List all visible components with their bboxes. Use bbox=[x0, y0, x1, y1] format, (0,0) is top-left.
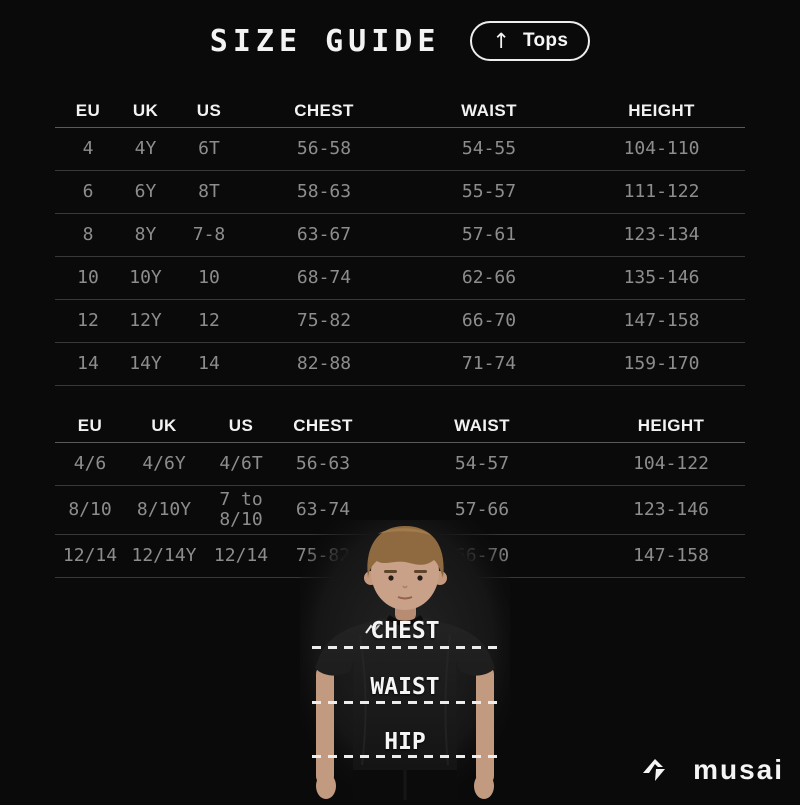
size-cell: 147-158 bbox=[633, 544, 709, 566]
table-row: 12 12Y 12 75-82 66-70 147-158 bbox=[55, 300, 745, 343]
size-cell: 104-122 bbox=[633, 453, 709, 475]
size-cell: 10 bbox=[198, 267, 220, 289]
hip-dash-line bbox=[312, 755, 498, 758]
size-cell: 4 bbox=[82, 138, 94, 160]
size-cell: 104-110 bbox=[623, 138, 700, 160]
size-cell: 4/6Y bbox=[142, 453, 186, 475]
hair bbox=[367, 526, 444, 578]
size-cell: 6Y bbox=[134, 181, 157, 203]
size-cell: 159-170 bbox=[623, 353, 700, 375]
collar bbox=[386, 614, 424, 626]
brand-wordmark: musai bbox=[693, 754, 784, 785]
size-cell: 6 bbox=[82, 181, 94, 203]
chest-label: CHEST bbox=[370, 618, 440, 644]
size-cell: 123-146 bbox=[633, 498, 709, 520]
table-row: 6 6Y 8T 58-63 55-57 111-122 bbox=[55, 171, 745, 214]
size-cell: 7-8 bbox=[192, 224, 226, 246]
chest-measure: CHEST bbox=[312, 618, 498, 644]
hip-measure: HIP bbox=[312, 729, 498, 755]
size-cell: 14 bbox=[198, 353, 220, 375]
size-cell: 12/14 bbox=[213, 544, 269, 566]
column-header-eu: EU bbox=[77, 416, 103, 435]
waist-dash-line bbox=[312, 701, 498, 704]
column-header-chest: CHEST bbox=[294, 101, 354, 120]
table-row: 8 8Y 7-8 63-67 57-61 123-134 bbox=[55, 214, 745, 257]
size-cell: 135-146 bbox=[623, 267, 700, 289]
size-cell: 4Y bbox=[134, 138, 157, 160]
size-cell: 54-55 bbox=[461, 138, 517, 160]
size-cell: 14Y bbox=[129, 353, 162, 375]
column-header-us: US bbox=[196, 101, 222, 120]
size-cell: 8/10 bbox=[68, 498, 112, 520]
size-cell: 63-74 bbox=[295, 498, 351, 520]
arrow-up-icon: ↑ bbox=[492, 28, 511, 53]
size-cell: 55-57 bbox=[461, 181, 517, 203]
size-cell: 6T bbox=[198, 138, 220, 160]
size-cell: 56-58 bbox=[296, 138, 352, 160]
size-cell: 123-134 bbox=[623, 224, 700, 246]
table-header-row: EU UK US CHEST WAIST HEIGHT bbox=[55, 410, 745, 443]
size-cell: 7 to 8/10 bbox=[219, 489, 263, 530]
size-cell: 12 bbox=[77, 310, 99, 332]
size-cell: 68-74 bbox=[296, 267, 352, 289]
size-cell: 57-66 bbox=[454, 498, 510, 520]
table-row: 8/10 8/10Y 7 to 8/10 63-74 57-66 123-146 bbox=[55, 486, 745, 535]
size-cell: 10Y bbox=[129, 267, 162, 289]
size-cell: 12/14Y bbox=[131, 544, 197, 566]
table-row: 4/6 4/6Y 4/6T 56-63 54-57 104-122 bbox=[55, 443, 745, 486]
column-header-height: HEIGHT bbox=[637, 416, 705, 435]
size-cell: 12/14 bbox=[62, 544, 118, 566]
category-label: Tops bbox=[523, 30, 569, 51]
size-cell: 63-67 bbox=[296, 224, 352, 246]
table-row: 10 10Y 10 68-74 62-66 135-146 bbox=[55, 257, 745, 300]
column-header-waist: WAIST bbox=[454, 416, 510, 435]
header: SIZE GUIDE ↑ Tops bbox=[0, 18, 800, 64]
size-cell: 10 bbox=[77, 267, 99, 289]
size-cell: 56-63 bbox=[295, 453, 351, 475]
size-cell: 58-63 bbox=[296, 181, 352, 203]
category-tops-button[interactable]: ↑ Tops bbox=[470, 21, 591, 61]
page-title: SIZE GUIDE bbox=[209, 23, 441, 59]
column-header-uk: UK bbox=[151, 416, 177, 435]
boy-photo bbox=[300, 520, 510, 800]
column-header-chest: CHEST bbox=[293, 416, 353, 435]
size-table-single: EU UK US CHEST WAIST HEIGHT 4 4Y 6T 56-58 54-55 10… bbox=[55, 95, 745, 386]
size-cell: 54-57 bbox=[454, 453, 510, 475]
size-cell: 8Y bbox=[134, 224, 157, 246]
size-cell: 14 bbox=[77, 353, 99, 375]
size-cell: 66-70 bbox=[461, 310, 517, 332]
size-cell: 57-61 bbox=[461, 224, 517, 246]
tshirt bbox=[315, 617, 495, 770]
size-cell: 8/10Y bbox=[136, 498, 192, 520]
size-cell: 4/6T bbox=[219, 453, 263, 475]
waist-label: WAIST bbox=[370, 674, 440, 700]
size-cell: 71-74 bbox=[461, 353, 517, 375]
chest-dash-line bbox=[312, 646, 498, 649]
table-row: 14 14Y 14 82-88 71-74 159-170 bbox=[55, 343, 745, 386]
column-header-height: HEIGHT bbox=[628, 101, 695, 120]
size-cell: 147-158 bbox=[623, 310, 700, 332]
hip-label: HIP bbox=[384, 729, 426, 755]
size-cell: 111-122 bbox=[623, 181, 700, 203]
size-cell: 75-82 bbox=[296, 310, 352, 332]
size-cell: 4/6 bbox=[73, 453, 107, 475]
size-cell: 82-88 bbox=[296, 353, 352, 375]
size-cell: 62-66 bbox=[461, 267, 517, 289]
size-cell: 12Y bbox=[129, 310, 162, 332]
column-header-us: US bbox=[228, 416, 254, 435]
table-row: 4 4Y 6T 56-58 54-55 104-110 bbox=[55, 128, 745, 171]
column-header-waist: WAIST bbox=[461, 101, 517, 120]
waist-measure: WAIST bbox=[312, 674, 498, 700]
size-cell: 8T bbox=[198, 181, 220, 203]
boy-figure bbox=[300, 520, 510, 800]
column-header-eu: EU bbox=[75, 101, 101, 120]
brand-logo: musai bbox=[641, 754, 784, 786]
shirt-logo-icon bbox=[365, 623, 381, 634]
column-header-uk: UK bbox=[132, 101, 159, 120]
table-header-row: EU UK US CHEST WAIST HEIGHT bbox=[55, 95, 745, 128]
table-body: 4 4Y 6T 56-58 54-55 104-110 6 6Y 8T 58-63 55-57 111… bbox=[55, 128, 745, 386]
size-cell: 8 bbox=[82, 224, 94, 246]
size-cell: 12 bbox=[198, 310, 220, 332]
musai-bird-icon bbox=[643, 759, 666, 781]
